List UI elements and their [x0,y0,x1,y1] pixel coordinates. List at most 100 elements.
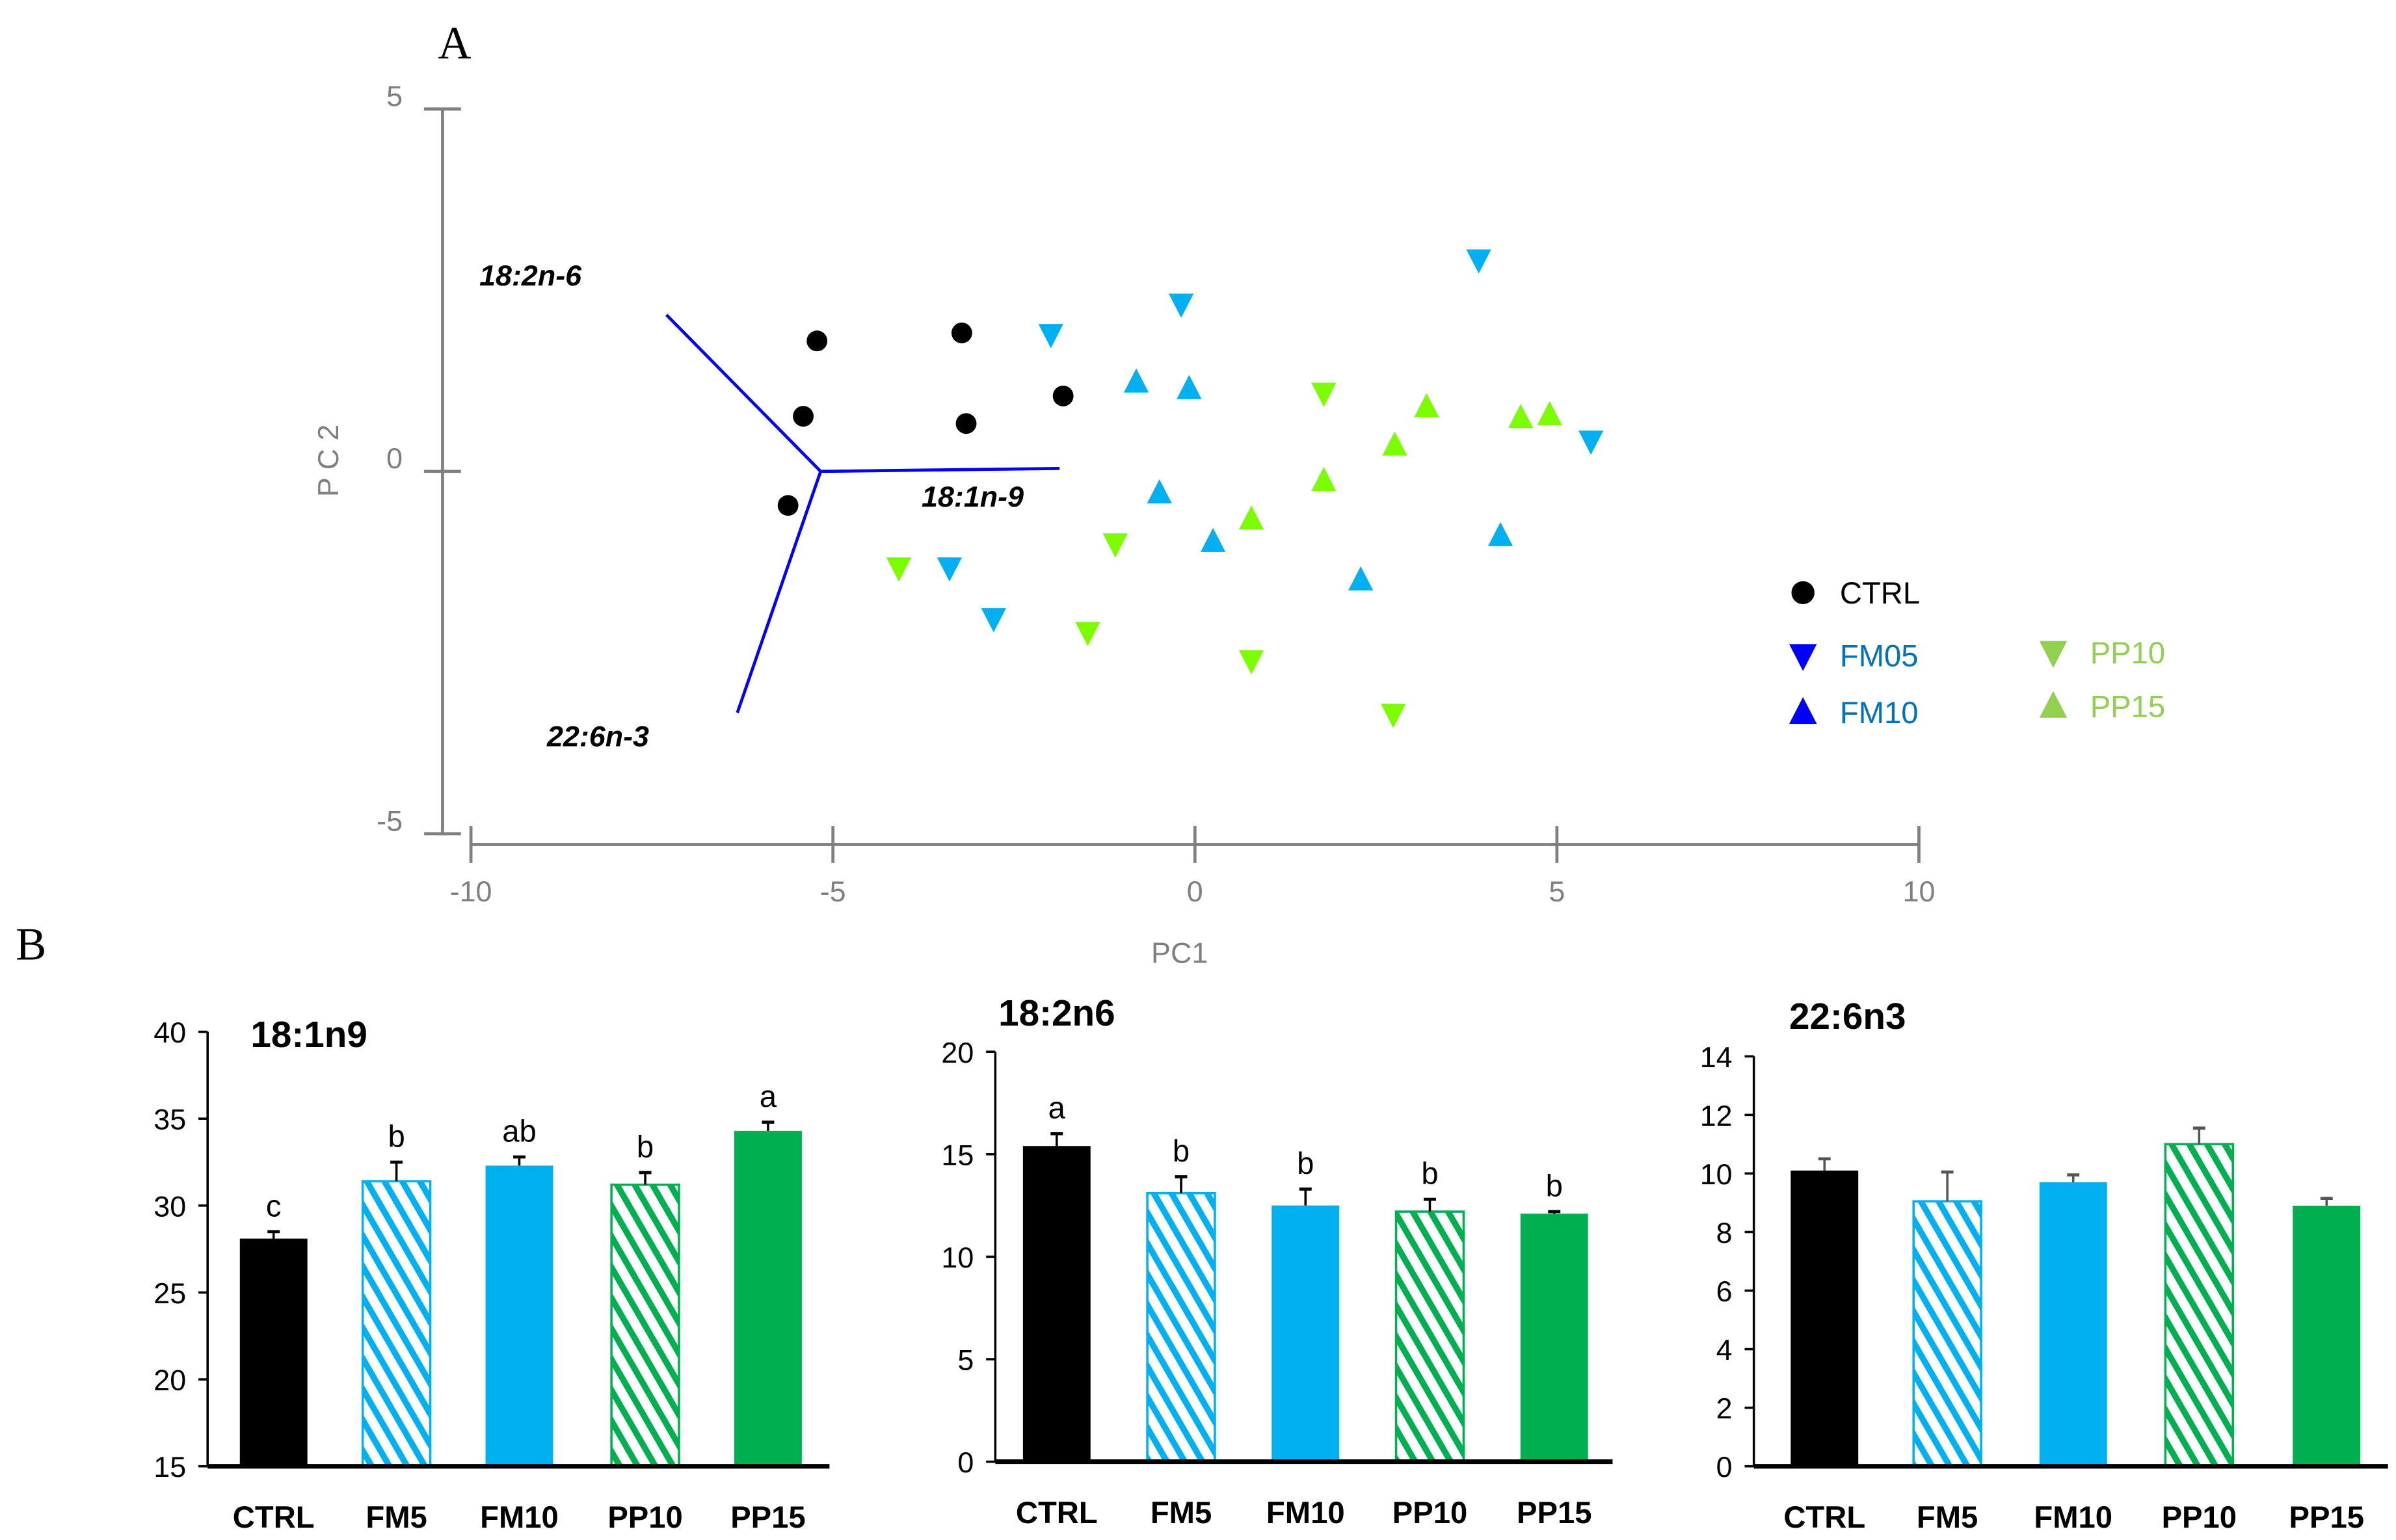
point-pp10 [1381,704,1406,728]
y-tick-label: 12 [1700,1099,1733,1132]
y-tick-label: -5 [377,804,403,837]
loading-label: 18:1n-9 [922,480,1024,513]
y-tick-label: 6 [1716,1275,1733,1308]
y-tick-label: 20 [941,1036,974,1069]
point-fm10 [1123,368,1149,393]
x-tick-label: CTRL [233,1500,315,1535]
bar-chart-18-1n9: 18:1n9 15 20 25 30 35 40 c CTRL b FM5 ab FM10 b PP10 a P… [153,1015,830,1535]
bar-charts: 18:1n9152025303540cCTRLbFM5abFM10bPP10aP… [153,993,2388,1535]
point-ctrl [955,413,977,434]
bar-chart-22-6n3: 22:6n3 0 2 4 6 8 10 12 14 CTRL FM5 FM10 PP10 PP15 [1700,996,2388,1535]
legend-marker-pp10 [2039,641,2068,668]
point-fm05 [937,557,963,582]
pca-plot: -10 -5 0 5 10 5 0 -5 PC1 P C 2 18:2n-6 18:1n-9 22:6n… [312,79,2165,969]
point-pp10 [1238,650,1264,674]
point-pp10 [1075,622,1100,646]
legend-marker-fm05 [1789,644,1817,671]
x-tick-label: PP15 [2289,1500,2364,1535]
x-tick-label: FM10 [2034,1500,2112,1535]
legend-marker-ctrl [1791,581,1815,605]
significance-letter: a [760,1080,777,1114]
point-pp15 [1311,467,1337,492]
x-tick-label: PP15 [730,1500,805,1535]
bar-pp15 [2293,1205,2361,1467]
bar-ctrl [239,1238,308,1467]
bar-fm10 [1271,1205,1340,1462]
loading-label: 18:2n-6 [479,259,582,292]
bar-pp10 [610,1183,680,1468]
y-tick-label: 40 [153,1016,186,1049]
x-tick-label: FM5 [1917,1500,1978,1535]
significance-letter: c [266,1189,282,1223]
bar-ctrl [1790,1170,1859,1467]
bar-ctrl [1022,1146,1091,1462]
point-fm05 [1169,293,1194,318]
x-tick-label: 5 [1549,875,1565,908]
y-axis-label: P C 2 [312,425,345,497]
point-fm05 [1578,431,1604,455]
point-pp15 [1414,393,1439,418]
significance-letter: b [388,1119,405,1154]
point-fm10 [1487,522,1513,546]
point-fm10 [1200,527,1226,552]
y-tick-label: 15 [941,1138,974,1171]
chart-title: 18:1n9 [250,1015,367,1055]
y-tick-label: 8 [1716,1216,1733,1249]
point-pp15 [1382,431,1407,456]
y-tick-label: 10 [941,1241,974,1274]
x-tick-label: PP10 [1392,1496,1467,1530]
bar-fm10 [485,1165,553,1467]
legend-label-fm05: FM05 [1840,639,1919,674]
legend-label-pp15: PP15 [2090,690,2165,724]
panel-label-b: B [16,920,46,970]
y-tick-label: 10 [1700,1158,1733,1191]
significance-letter: ab [502,1114,537,1148]
x-tick-label: -10 [450,875,492,908]
point-pp15 [1508,404,1534,429]
legend-marker-pp15 [2039,691,2068,718]
x-tick-label: -5 [820,875,846,908]
significance-letter: b [637,1130,654,1164]
loading-vector [665,313,822,473]
y-tick-label: 20 [153,1364,186,1397]
y-tick-label: 15 [153,1450,186,1483]
point-ctrl [777,495,799,516]
x-tick-label: CTRL [1016,1496,1098,1530]
y-tick-label: 25 [153,1277,186,1310]
loading-vector [736,471,822,713]
bar-fm5 [1912,1200,1982,1468]
x-tick-label: FM5 [1151,1496,1212,1530]
bar-chart-18-2n6: 18:2n6 0 5 10 15 20 a CTRL b FM5 b FM10 b PP10 b PP15 [941,993,1613,1530]
y-tick-label: 5 [957,1344,974,1377]
x-tick-label: CTRL [1783,1500,1865,1535]
x-tick-label: FM10 [1266,1496,1345,1530]
point-fm05 [1038,324,1063,349]
y-tick-label: 0 [386,442,403,475]
bar-pp10 [1394,1210,1465,1463]
x-tick-label: PP15 [1517,1496,1591,1530]
y-tick-label: 30 [153,1189,186,1223]
panel-label-a: A [438,18,471,69]
point-ctrl [806,330,828,352]
point-fm10 [1177,375,1202,399]
bar-fm5 [361,1180,432,1468]
y-tick-label: 5 [386,79,403,113]
x-tick-label: PP10 [2162,1500,2237,1535]
x-tick-label: FM5 [366,1500,427,1535]
significance-letter: b [1546,1169,1563,1203]
chart-title: 18:2n6 [998,993,1115,1034]
bar-fm10 [2039,1182,2107,1467]
significance-letter: b [1421,1157,1438,1191]
point-pp10 [886,557,912,582]
y-tick-label: 0 [1716,1450,1733,1483]
significance-letter: b [1173,1134,1190,1169]
x-tick-label: FM10 [480,1500,559,1535]
x-tick-label: 0 [1187,875,1203,908]
legend-label-pp10: PP10 [2090,636,2165,670]
point-fm05 [981,608,1006,633]
point-pp15 [1238,505,1264,530]
x-axis-label: PC1 [1151,936,1208,969]
point-ctrl [793,406,814,427]
significance-letter: a [1048,1091,1066,1126]
